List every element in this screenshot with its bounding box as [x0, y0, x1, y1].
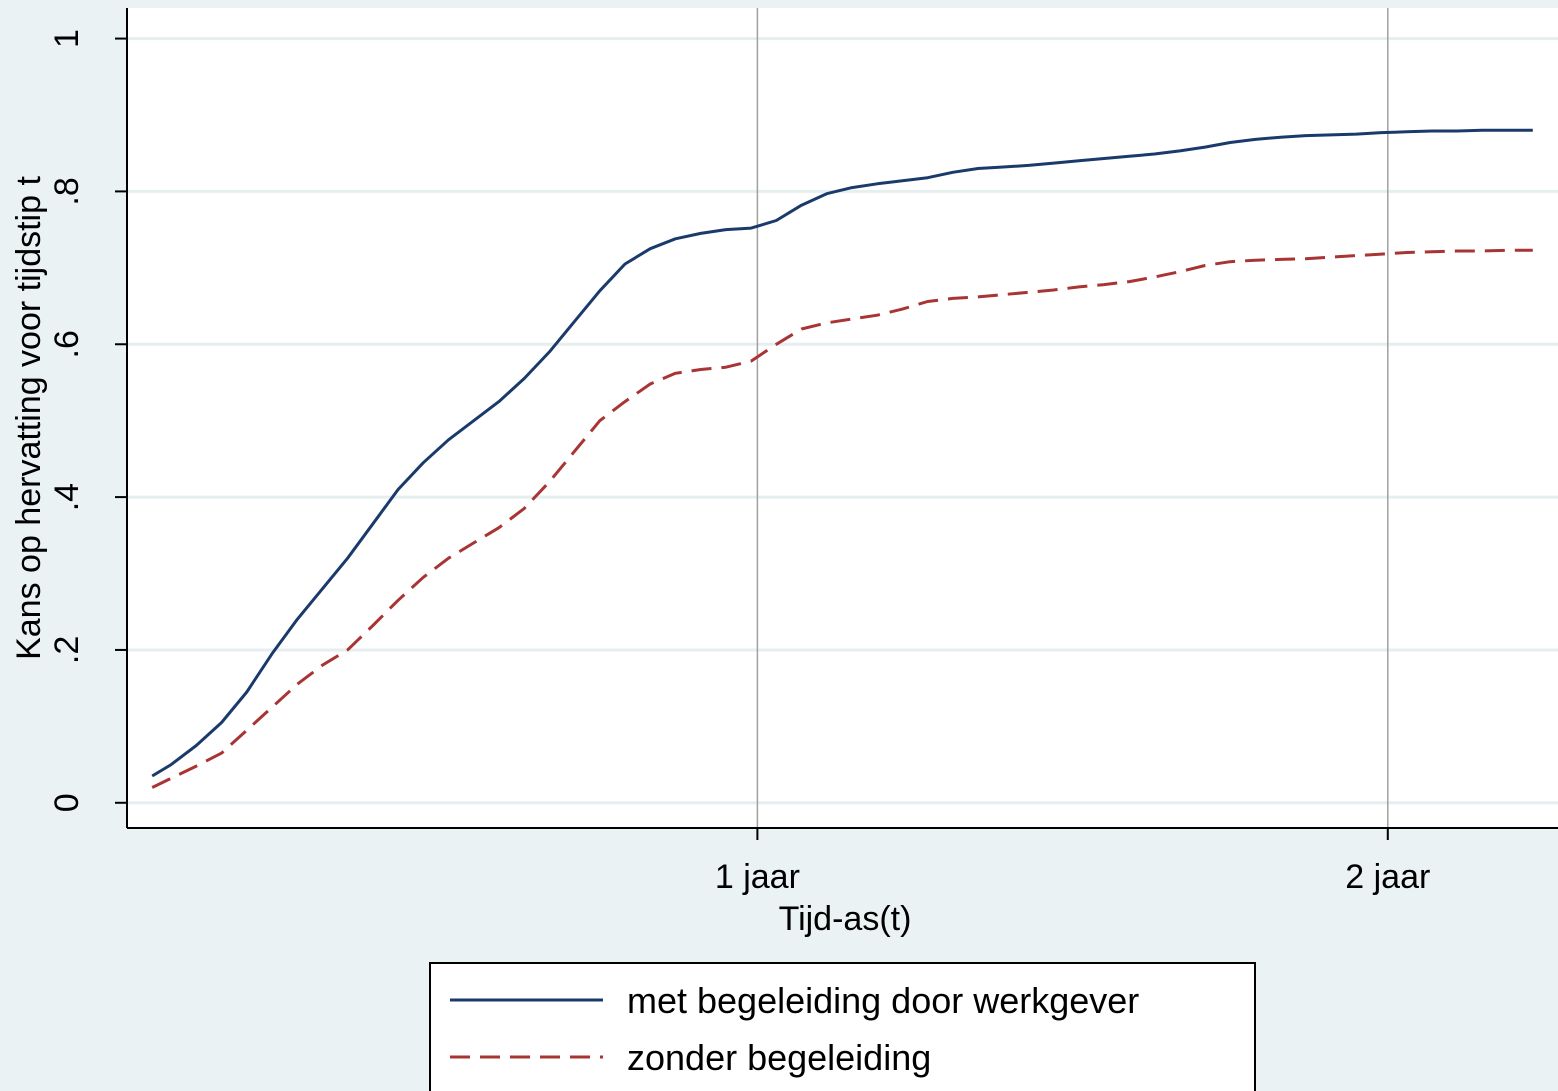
y-tick-label: .8	[48, 177, 86, 205]
x-tick-label: 1 jaar	[715, 858, 800, 896]
y-axis-title: Kans op hervatting voor tijdstip t	[10, 176, 48, 660]
series-line-0	[151, 128, 1533, 778]
y-tick-label: .4	[48, 483, 86, 511]
series-layer	[151, 128, 1533, 789]
axes: 0 .2 .4 .6 .8 1 1 jaar 2 jaar	[48, 8, 1558, 896]
plot-background	[127, 8, 1558, 828]
series-line-1	[151, 248, 1533, 789]
y-tick-label: .2	[48, 636, 86, 664]
x-axis-title: Tijd-as(t)	[779, 900, 912, 938]
legend-label-zonder-begeleiding: zonder begeleiding	[627, 1037, 931, 1078]
legend-label-met-begeleiding: met begeleiding door werkgever	[627, 980, 1139, 1021]
x-tick-label: 2 jaar	[1345, 858, 1430, 896]
y-tick-label: 0	[48, 793, 86, 812]
legend-box	[429, 962, 1256, 1091]
y-tick-label: .6	[48, 330, 86, 358]
legend: met begeleiding door werkgever zonder be…	[429, 962, 1256, 1091]
y-tick-label: 1	[48, 29, 86, 48]
